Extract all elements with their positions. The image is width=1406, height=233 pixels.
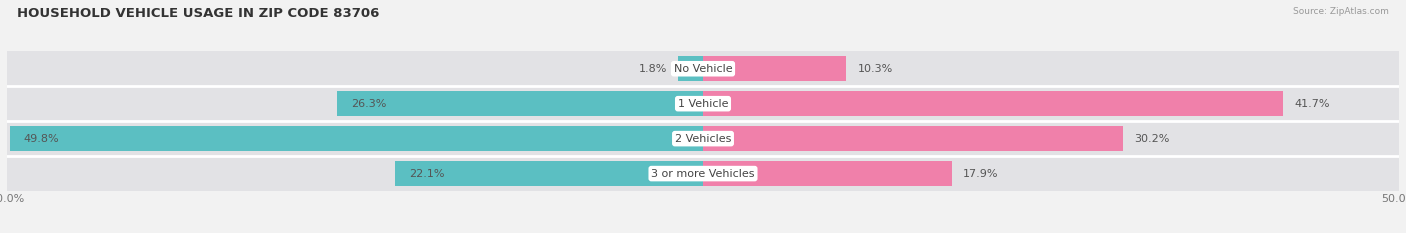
Bar: [703, 56, 846, 81]
Text: 17.9%: 17.9%: [963, 169, 998, 178]
Bar: [7, 121, 1399, 156]
Text: 41.7%: 41.7%: [1295, 99, 1330, 109]
Bar: [7, 86, 1399, 121]
Text: 10.3%: 10.3%: [858, 64, 893, 74]
Bar: [337, 91, 703, 116]
Text: 22.1%: 22.1%: [409, 169, 444, 178]
Text: 26.3%: 26.3%: [352, 99, 387, 109]
Bar: [703, 91, 1284, 116]
Text: 30.2%: 30.2%: [1135, 134, 1170, 144]
Text: Source: ZipAtlas.com: Source: ZipAtlas.com: [1294, 7, 1389, 16]
Text: HOUSEHOLD VEHICLE USAGE IN ZIP CODE 83706: HOUSEHOLD VEHICLE USAGE IN ZIP CODE 8370…: [17, 7, 380, 20]
Text: 1 Vehicle: 1 Vehicle: [678, 99, 728, 109]
Bar: [7, 51, 1399, 86]
Bar: [703, 161, 952, 186]
Text: No Vehicle: No Vehicle: [673, 64, 733, 74]
Text: 1.8%: 1.8%: [638, 64, 666, 74]
Bar: [395, 161, 703, 186]
Text: 2 Vehicles: 2 Vehicles: [675, 134, 731, 144]
Bar: [678, 56, 703, 81]
Bar: [703, 126, 1123, 151]
Bar: [10, 126, 703, 151]
Text: 49.8%: 49.8%: [24, 134, 59, 144]
Text: 3 or more Vehicles: 3 or more Vehicles: [651, 169, 755, 178]
Bar: [7, 156, 1399, 191]
